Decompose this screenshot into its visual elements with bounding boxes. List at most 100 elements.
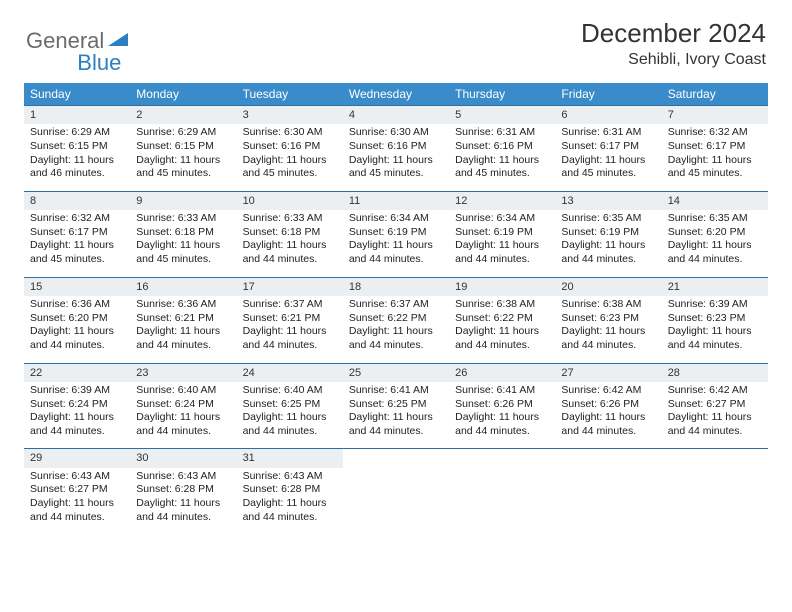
day-cell [449, 468, 555, 535]
day-cell [343, 468, 449, 535]
sunrise-text: Sunrise: 6:36 AM [30, 298, 124, 312]
daylight-text-1: Daylight: 11 hours [243, 325, 337, 339]
sunset-text: Sunset: 6:19 PM [349, 226, 443, 240]
sunset-text: Sunset: 6:18 PM [243, 226, 337, 240]
location: Sehibli, Ivory Coast [581, 51, 766, 69]
sunrise-text: Sunrise: 6:43 AM [30, 470, 124, 484]
day-cell: Sunrise: 6:29 AMSunset: 6:15 PMDaylight:… [24, 124, 130, 191]
daylight-text-1: Daylight: 11 hours [30, 154, 124, 168]
day-number: 8 [24, 191, 130, 210]
daylight-text-2: and 45 minutes. [136, 253, 230, 267]
sunset-text: Sunset: 6:23 PM [668, 312, 762, 326]
day-cell: Sunrise: 6:36 AMSunset: 6:21 PMDaylight:… [130, 296, 236, 363]
daylight-text-1: Daylight: 11 hours [30, 497, 124, 511]
sunset-text: Sunset: 6:21 PM [243, 312, 337, 326]
daylight-text-2: and 44 minutes. [349, 339, 443, 353]
sunset-text: Sunset: 6:17 PM [561, 140, 655, 154]
day-number: 23 [130, 363, 236, 382]
day-number-row: 15161718192021 [24, 277, 768, 296]
daylight-text-2: and 44 minutes. [30, 339, 124, 353]
sunrise-text: Sunrise: 6:40 AM [243, 384, 337, 398]
day-number: 10 [237, 191, 343, 210]
daylight-text-2: and 44 minutes. [30, 511, 124, 525]
daylight-text-2: and 44 minutes. [668, 425, 762, 439]
day-cell: Sunrise: 6:32 AMSunset: 6:17 PMDaylight:… [24, 210, 130, 277]
day-header: Wednesday [343, 83, 449, 106]
daylight-text-2: and 44 minutes. [561, 425, 655, 439]
daylight-text-1: Daylight: 11 hours [455, 154, 549, 168]
day-cell: Sunrise: 6:41 AMSunset: 6:25 PMDaylight:… [343, 382, 449, 449]
daylight-text-1: Daylight: 11 hours [136, 497, 230, 511]
daylight-text-1: Daylight: 11 hours [136, 239, 230, 253]
day-number: 12 [449, 191, 555, 210]
day-cell: Sunrise: 6:34 AMSunset: 6:19 PMDaylight:… [343, 210, 449, 277]
daylight-text-2: and 44 minutes. [349, 425, 443, 439]
daylight-text-2: and 44 minutes. [668, 253, 762, 267]
day-cell: Sunrise: 6:37 AMSunset: 6:21 PMDaylight:… [237, 296, 343, 363]
day-cell: Sunrise: 6:36 AMSunset: 6:20 PMDaylight:… [24, 296, 130, 363]
logo-triangle-icon [108, 31, 130, 52]
sunset-text: Sunset: 6:16 PM [243, 140, 337, 154]
daylight-text-1: Daylight: 11 hours [136, 325, 230, 339]
day-cell: Sunrise: 6:42 AMSunset: 6:27 PMDaylight:… [662, 382, 768, 449]
day-cell: Sunrise: 6:41 AMSunset: 6:26 PMDaylight:… [449, 382, 555, 449]
day-data-row: Sunrise: 6:29 AMSunset: 6:15 PMDaylight:… [24, 124, 768, 191]
daylight-text-2: and 44 minutes. [136, 339, 230, 353]
day-number [343, 449, 449, 468]
sunset-text: Sunset: 6:16 PM [349, 140, 443, 154]
sunset-text: Sunset: 6:18 PM [136, 226, 230, 240]
daylight-text-2: and 44 minutes. [561, 253, 655, 267]
sunrise-text: Sunrise: 6:35 AM [668, 212, 762, 226]
daylight-text-1: Daylight: 11 hours [668, 411, 762, 425]
sunrise-text: Sunrise: 6:38 AM [561, 298, 655, 312]
daylight-text-2: and 46 minutes. [30, 167, 124, 181]
sunset-text: Sunset: 6:24 PM [136, 398, 230, 412]
daylight-text-2: and 44 minutes. [455, 253, 549, 267]
day-number: 22 [24, 363, 130, 382]
sunrise-text: Sunrise: 6:42 AM [561, 384, 655, 398]
logo-text-blue: Blue [77, 50, 121, 76]
day-cell: Sunrise: 6:30 AMSunset: 6:16 PMDaylight:… [237, 124, 343, 191]
logo: General Blue [26, 18, 121, 64]
header: General Blue December 2024 Sehibli, Ivor… [0, 0, 792, 75]
daylight-text-1: Daylight: 11 hours [30, 411, 124, 425]
day-cell: Sunrise: 6:40 AMSunset: 6:24 PMDaylight:… [130, 382, 236, 449]
day-cell: Sunrise: 6:43 AMSunset: 6:27 PMDaylight:… [24, 468, 130, 535]
sunrise-text: Sunrise: 6:31 AM [455, 126, 549, 140]
sunrise-text: Sunrise: 6:30 AM [349, 126, 443, 140]
sunrise-text: Sunrise: 6:35 AM [561, 212, 655, 226]
sunset-text: Sunset: 6:24 PM [30, 398, 124, 412]
day-number: 13 [555, 191, 661, 210]
sunset-text: Sunset: 6:22 PM [455, 312, 549, 326]
sunrise-text: Sunrise: 6:39 AM [668, 298, 762, 312]
sunrise-text: Sunrise: 6:37 AM [243, 298, 337, 312]
day-number: 4 [343, 106, 449, 125]
month-title: December 2024 [581, 18, 766, 49]
day-number: 31 [237, 449, 343, 468]
daylight-text-1: Daylight: 11 hours [561, 154, 655, 168]
day-header: Friday [555, 83, 661, 106]
calendar-table: SundayMondayTuesdayWednesdayThursdayFrid… [24, 83, 768, 534]
day-cell: Sunrise: 6:33 AMSunset: 6:18 PMDaylight:… [237, 210, 343, 277]
day-cell: Sunrise: 6:31 AMSunset: 6:17 PMDaylight:… [555, 124, 661, 191]
day-data-row: Sunrise: 6:32 AMSunset: 6:17 PMDaylight:… [24, 210, 768, 277]
day-cell: Sunrise: 6:29 AMSunset: 6:15 PMDaylight:… [130, 124, 236, 191]
day-cell: Sunrise: 6:30 AMSunset: 6:16 PMDaylight:… [343, 124, 449, 191]
day-number: 17 [237, 277, 343, 296]
daylight-text-1: Daylight: 11 hours [455, 325, 549, 339]
day-number: 25 [343, 363, 449, 382]
day-cell: Sunrise: 6:40 AMSunset: 6:25 PMDaylight:… [237, 382, 343, 449]
daylight-text-1: Daylight: 11 hours [349, 411, 443, 425]
sunrise-text: Sunrise: 6:42 AM [668, 384, 762, 398]
day-data-row: Sunrise: 6:39 AMSunset: 6:24 PMDaylight:… [24, 382, 768, 449]
day-number: 29 [24, 449, 130, 468]
day-data-row: Sunrise: 6:43 AMSunset: 6:27 PMDaylight:… [24, 468, 768, 535]
sunset-text: Sunset: 6:28 PM [243, 483, 337, 497]
day-number: 14 [662, 191, 768, 210]
daylight-text-1: Daylight: 11 hours [349, 154, 443, 168]
sunset-text: Sunset: 6:27 PM [30, 483, 124, 497]
sunset-text: Sunset: 6:27 PM [668, 398, 762, 412]
daylight-text-2: and 44 minutes. [349, 253, 443, 267]
sunset-text: Sunset: 6:28 PM [136, 483, 230, 497]
sunset-text: Sunset: 6:25 PM [243, 398, 337, 412]
